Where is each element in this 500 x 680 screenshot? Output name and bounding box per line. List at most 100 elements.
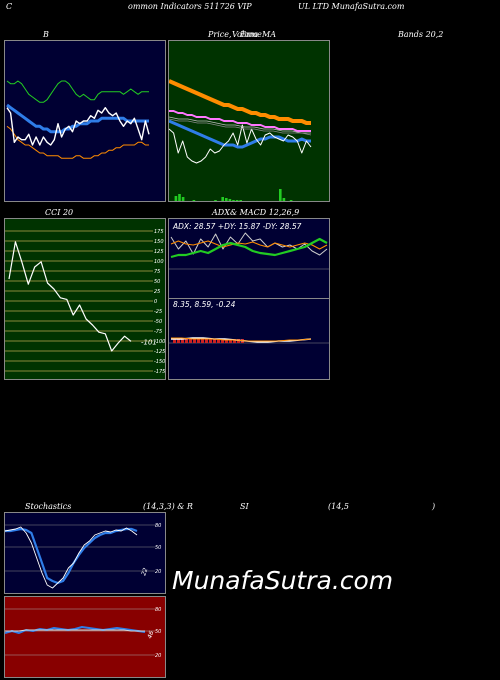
title-macd: & MACD 12,26,9 bbox=[230, 208, 300, 217]
cci-last-label: -101 bbox=[141, 338, 157, 346]
adx-series bbox=[170, 232, 328, 256]
stoch-chart: 80 50 20 22 bbox=[5, 523, 161, 589]
cci-tick-label: -125 bbox=[154, 349, 165, 355]
macd-histogram-bar bbox=[237, 339, 240, 343]
title-bands-right: Bands 20,2 bbox=[398, 30, 444, 39]
macd-panel: 8.35, 8.59, -0.24 bbox=[168, 298, 330, 380]
macd-histogram-bar bbox=[173, 339, 176, 343]
price-series-0 bbox=[169, 79, 311, 125]
price-series-1 bbox=[169, 110, 311, 132]
rsi-last-label: 46 bbox=[146, 630, 155, 640]
volume-bar bbox=[178, 194, 181, 201]
signal-line bbox=[171, 337, 312, 342]
stoch-d-line bbox=[5, 527, 138, 585]
cci-tick-label: 175 bbox=[154, 229, 164, 235]
cci-tick-label: 75 bbox=[154, 269, 160, 275]
stoch-tick-label: 50 bbox=[155, 545, 161, 551]
ma-line bbox=[169, 118, 312, 136]
volume-bar bbox=[214, 200, 217, 201]
cci-chart: 175 150 125 100 75 50 25 0 -25 -50 -75 -100 -125 -150… bbox=[5, 229, 165, 375]
cci-tick-label: 25 bbox=[154, 289, 160, 295]
macd-histogram-bar bbox=[229, 339, 232, 343]
volume-bar bbox=[225, 198, 228, 201]
rsi-avg-line bbox=[5, 629, 145, 632]
macd-histogram-bar bbox=[177, 339, 180, 343]
header-ltd: UL LTD MunafaSutra.com bbox=[298, 2, 405, 11]
macd-histogram-bar bbox=[189, 339, 192, 343]
minus-di-series bbox=[170, 237, 328, 259]
cci-tick-label: -150 bbox=[154, 359, 165, 365]
stoch-tick-label: 20 bbox=[155, 569, 161, 575]
rsi-tick-label: 20 bbox=[155, 653, 161, 659]
cci-tick-label: -75 bbox=[154, 329, 162, 335]
price-chart bbox=[169, 79, 312, 201]
cci-tick-label: 150 bbox=[154, 239, 164, 245]
volume-bar bbox=[232, 200, 235, 201]
stoch-k-line bbox=[5, 526, 138, 589]
macd-histogram-bar bbox=[217, 339, 220, 343]
bollinger-panel bbox=[4, 40, 166, 202]
plus-di-series bbox=[170, 240, 328, 250]
title-ma: MA bbox=[262, 30, 276, 39]
macd-histogram-bar bbox=[205, 339, 208, 343]
watermark: MunafaSutra.com bbox=[172, 566, 394, 595]
header-c: C bbox=[6, 2, 13, 11]
title-stoch: Stochastics bbox=[25, 502, 72, 511]
stoch-last-label: 22 bbox=[140, 567, 149, 577]
rsi-panel: 80 50 20 46 bbox=[4, 596, 166, 678]
title-rsi-close: ) bbox=[432, 502, 436, 511]
bollinger-series-0 bbox=[6, 106, 150, 146]
volume-bar bbox=[235, 200, 239, 201]
cci-tick-label: 50 bbox=[154, 279, 160, 285]
cci-panel: 175 150 125 100 75 50 25 0 -25 -50 -75 -100 -125 -150… bbox=[4, 218, 166, 380]
cci-tick-label: -25 bbox=[154, 309, 162, 315]
adx-chart: ADX: 28.57 +DY: 15.87 -DY: 28.57 bbox=[169, 222, 329, 270]
stoch-panel: 80 50 20 22 bbox=[4, 512, 166, 594]
title-ema: Ema bbox=[240, 30, 259, 39]
title-stoch-params: (14,3,3) & R bbox=[143, 502, 193, 511]
macd-histogram-bar bbox=[185, 339, 188, 343]
macd-histogram-bar bbox=[197, 339, 200, 343]
volume-bar bbox=[192, 200, 196, 201]
volume-bar bbox=[228, 199, 232, 201]
title-rsi-params: (14,5 bbox=[328, 502, 349, 511]
macd-histogram-bar bbox=[193, 339, 196, 343]
cci-tick-label: -175 bbox=[154, 369, 165, 375]
macd-histogram-bar bbox=[213, 339, 216, 343]
bollinger-series-1 bbox=[6, 103, 149, 134]
macd-text: 8.35, 8.59, -0.24 bbox=[173, 300, 236, 309]
volume-bar bbox=[289, 200, 293, 201]
price-series-3 bbox=[169, 124, 312, 164]
rsi-chart: 80 50 20 46 bbox=[5, 607, 161, 659]
title-bands-left: B bbox=[43, 30, 49, 39]
adx-text: ADX: 28.57 +DY: 15.87 -DY: 28.57 bbox=[172, 222, 302, 231]
stoch-tick-label: 80 bbox=[155, 523, 161, 529]
macd-histogram-bar bbox=[181, 339, 184, 343]
cci-tick-label: 0 bbox=[154, 299, 157, 305]
rsi-tick-label: 50 bbox=[155, 629, 161, 635]
price-series-2 bbox=[169, 119, 311, 149]
price-panel bbox=[168, 40, 330, 202]
title-cci: CCI 20 bbox=[45, 208, 74, 217]
macd-histogram-bar bbox=[221, 339, 224, 343]
macd-histogram-bar bbox=[201, 339, 204, 343]
bollinger-series-2 bbox=[6, 80, 149, 103]
volume-bar bbox=[282, 198, 286, 201]
macd-histogram-bar bbox=[225, 339, 228, 343]
bollinger-series-3 bbox=[6, 125, 149, 159]
cci-tick-label: 100 bbox=[154, 259, 164, 265]
macd-chart: 8.35, 8.59, -0.24 bbox=[169, 300, 329, 344]
volume-bar bbox=[279, 189, 282, 201]
volume-bar bbox=[221, 197, 224, 201]
macd-histogram-bar bbox=[209, 339, 212, 343]
title-volume: Volume bbox=[232, 30, 262, 39]
bollinger-chart bbox=[6, 80, 150, 159]
adx-panel: ADX: 28.57 +DY: 15.87 -DY: 28.57 bbox=[168, 218, 330, 300]
header-common: ommon Indicators 511726 VIP bbox=[128, 2, 252, 11]
cci-line bbox=[8, 241, 132, 352]
cci-tick-label: -100 bbox=[154, 339, 165, 345]
cci-tick-label: -50 bbox=[154, 319, 162, 325]
title-rsi: SI bbox=[240, 502, 249, 511]
rsi-tick-label: 80 bbox=[155, 607, 161, 613]
